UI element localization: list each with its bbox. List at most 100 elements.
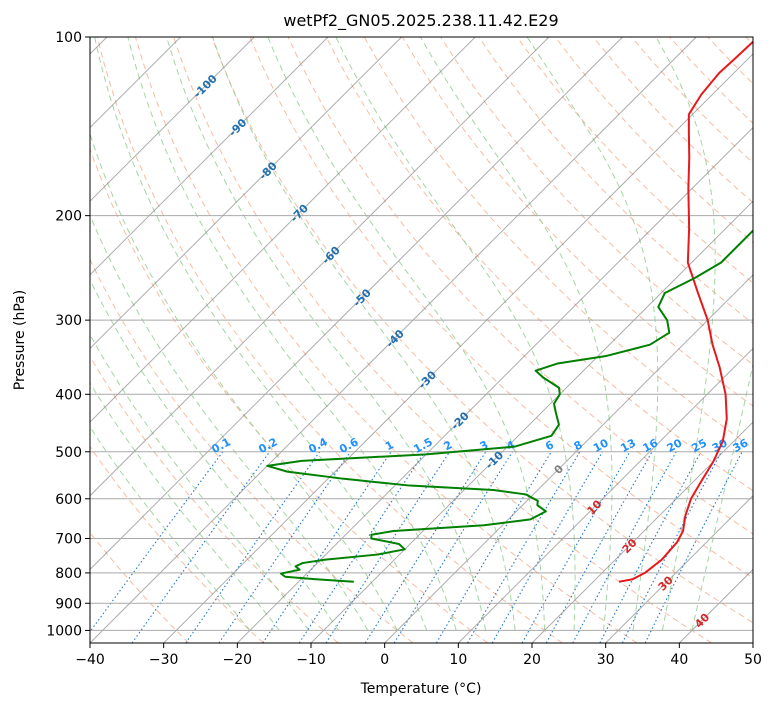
x-tick-label: 20 xyxy=(523,652,541,668)
dry-adiabat xyxy=(90,258,414,643)
x-tick-label: 10 xyxy=(449,652,467,668)
isotherm xyxy=(457,347,753,643)
moist-adiabat xyxy=(212,37,516,631)
mixing-ratio-label: 20 xyxy=(665,436,685,455)
moist-adiabat xyxy=(90,382,280,631)
x-tick-label: 40 xyxy=(670,652,688,668)
dry-adiabat xyxy=(173,37,712,643)
y-tick-label: 1000 xyxy=(46,623,82,639)
line-labels: 0.1 0.2 0.4 0.6 1 1.5 2 3 4 6 8 10 13 16 20 25 30 36-100-… xyxy=(191,72,751,631)
mixing-ratio-line xyxy=(467,451,581,643)
mixing-ratio-label: 2 xyxy=(442,438,455,453)
mixing-ratio-label: 1 xyxy=(383,438,396,453)
y-tick-label: 200 xyxy=(55,209,82,225)
grid-lines xyxy=(90,37,753,643)
mixing-ratio-label: 3 xyxy=(478,438,491,453)
x-axis-label: Temperature (°C) xyxy=(360,681,482,697)
isotherm-label: -30 xyxy=(416,368,439,391)
dry-adiabat xyxy=(745,37,753,45)
dewpoint-profile-line xyxy=(266,229,753,583)
dry-adiabat xyxy=(592,37,753,204)
moist-adiabat xyxy=(94,37,428,631)
mixing-ratio-label: 6 xyxy=(543,438,556,453)
mixing-ratio-line xyxy=(131,451,271,643)
isotherm xyxy=(752,642,753,643)
chart-title: wetPf2_GN05.2025.238.11.42.E29 xyxy=(283,11,558,31)
y-tick-label: 800 xyxy=(55,566,82,582)
isotherm xyxy=(90,37,623,571)
x-tick-label: −40 xyxy=(75,652,105,668)
moist-adiabat xyxy=(166,37,487,631)
moist-adiabat xyxy=(691,362,753,631)
y-tick-label: 100 xyxy=(55,30,82,46)
moist-adiabat xyxy=(90,278,339,631)
mixing-ratio-line xyxy=(545,451,653,643)
dry-adiabat xyxy=(440,37,753,366)
moist-adiabat xyxy=(335,37,576,631)
dry-adiabat xyxy=(516,37,753,284)
mixing-ratio-label: 0.4 xyxy=(306,435,330,456)
moist-adiabat xyxy=(90,214,369,631)
moist-adiabat xyxy=(90,426,251,631)
mixing-ratio-label: 36 xyxy=(731,436,751,455)
y-axis-ticks: 100 200 300 400 500 600 700 800 900 1000 xyxy=(46,30,90,639)
x-tick-label: 50 xyxy=(744,652,762,668)
isotherm-label: 10 xyxy=(585,497,605,517)
x-tick-label: −30 xyxy=(149,652,179,668)
y-tick-label: 900 xyxy=(55,596,82,612)
isotherm xyxy=(90,37,255,202)
mixing-ratio-line xyxy=(218,451,351,643)
isotherm xyxy=(605,495,753,643)
profile-series xyxy=(266,40,753,583)
moist-adiabat xyxy=(526,37,659,631)
x-tick-label: 0 xyxy=(380,652,389,668)
mixing-ratio-label: 0.6 xyxy=(337,435,361,456)
mixing-ratio-line xyxy=(644,451,743,643)
dry-adiabat xyxy=(211,37,753,624)
dry-adiabat xyxy=(90,147,488,643)
skewt-background-lines xyxy=(90,37,753,643)
mixing-ratio-line xyxy=(90,451,224,633)
mixing-ratio-line xyxy=(262,451,392,643)
mixing-ratio-line xyxy=(185,451,321,643)
isotherm xyxy=(236,126,753,643)
mixing-ratio-line xyxy=(599,451,702,643)
dry-adiabat xyxy=(554,37,753,244)
mixing-ratio-label: 16 xyxy=(641,436,661,455)
moist-adiabat xyxy=(267,37,546,631)
isotherm xyxy=(90,37,550,497)
isotherm xyxy=(678,568,753,643)
isotherm xyxy=(90,37,329,276)
moist-adiabat xyxy=(420,37,613,631)
isotherm xyxy=(90,37,697,643)
mixing-ratio-line xyxy=(298,451,426,643)
moist-adiabat xyxy=(90,132,398,631)
dry-adiabat xyxy=(90,445,264,643)
mixing-ratio-line xyxy=(325,451,451,643)
isotherm-label: -50 xyxy=(351,286,374,309)
dry-adiabat xyxy=(249,37,753,579)
dry-adiabat xyxy=(90,531,190,643)
temperature-profile-line xyxy=(618,40,753,583)
dry-adiabat xyxy=(325,37,753,492)
dry-adiabat xyxy=(96,37,563,643)
x-tick-label: 30 xyxy=(597,652,615,668)
mixing-ratio-label: 0.1 xyxy=(209,435,232,456)
dry-adiabat xyxy=(90,355,339,643)
mixing-ratio-line xyxy=(572,451,677,643)
mixing-ratio-line xyxy=(364,451,487,643)
isotherm-label: -40 xyxy=(384,327,407,350)
moist-adiabat xyxy=(655,37,716,631)
y-tick-label: 300 xyxy=(55,313,82,329)
dry-adiabat xyxy=(707,37,753,85)
x-axis-ticks: −40 −30 −20 −10 0 10 20 30 40 50 xyxy=(75,643,762,668)
y-tick-label: 600 xyxy=(55,492,82,508)
y-tick-label: 500 xyxy=(55,445,82,461)
mixing-ratio-label: 10 xyxy=(591,436,611,455)
isotherm xyxy=(163,53,753,643)
mixing-ratio-line xyxy=(521,451,631,643)
isotherm xyxy=(90,37,402,350)
y-tick-label: 700 xyxy=(55,532,82,548)
isotherm xyxy=(384,274,753,643)
